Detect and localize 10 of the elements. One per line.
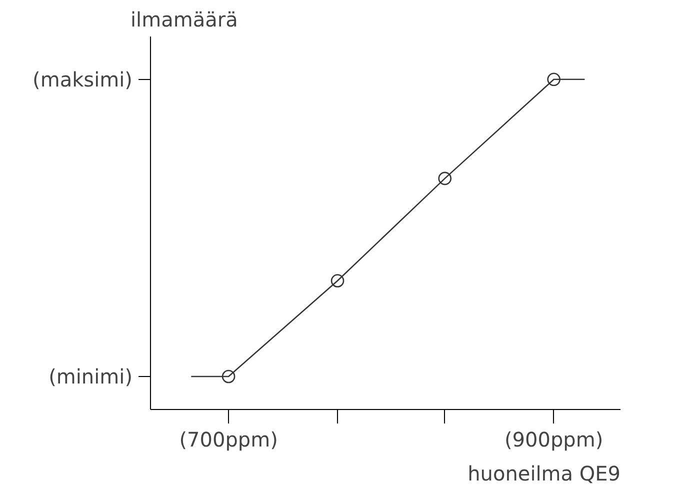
y-axis-title: ilmamäärä bbox=[130, 8, 238, 32]
x-tick-label: (700ppm) bbox=[179, 428, 278, 452]
point bbox=[222, 370, 236, 384]
x-tick-label: (900ppm) bbox=[504, 428, 604, 452]
text: (maksimi) bbox=[32, 67, 133, 92]
x-axis-title: huoneilma QE9 bbox=[468, 462, 621, 486]
text: (minimi) bbox=[48, 364, 133, 388]
point bbox=[547, 72, 560, 86]
point bbox=[330, 274, 344, 288]
point bbox=[438, 172, 452, 186]
